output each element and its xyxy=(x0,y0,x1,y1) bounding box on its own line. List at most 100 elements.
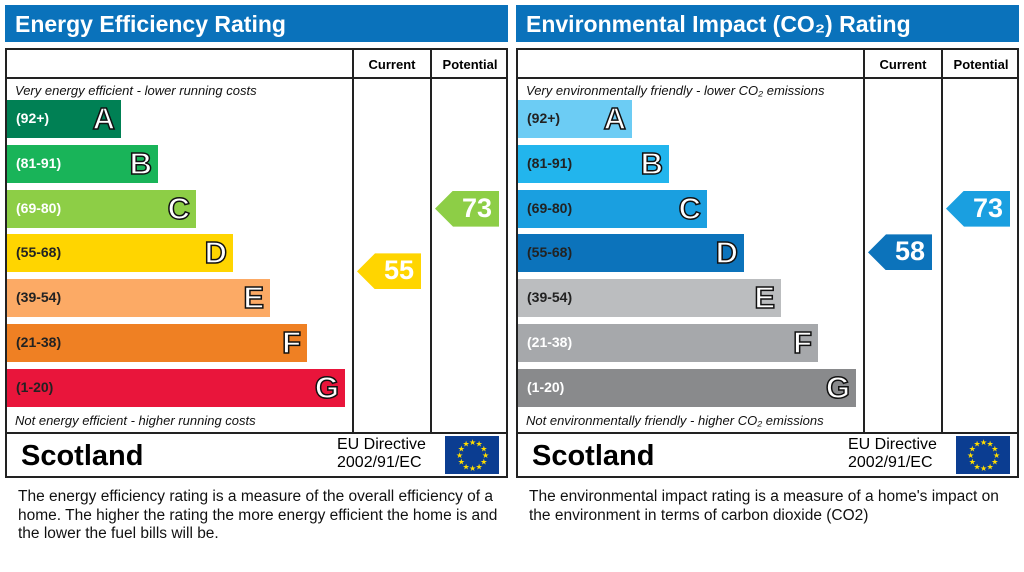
band-b: (81-91) B xyxy=(7,144,158,183)
svg-text:★: ★ xyxy=(476,462,483,471)
band-range: (21-38) xyxy=(527,334,573,350)
svg-text:★: ★ xyxy=(480,458,487,467)
band-e: (39-54) E xyxy=(518,279,781,318)
svg-text:★: ★ xyxy=(991,458,998,467)
header-divider xyxy=(518,77,1017,79)
chart-title: Energy Efficiency Rating xyxy=(5,5,508,42)
directive-line-2: 2002/91/EC xyxy=(848,454,933,471)
band-g: (1-20) G xyxy=(518,368,856,407)
top-note: Very environmentally friendly - lower CO… xyxy=(526,83,825,98)
svg-text:★: ★ xyxy=(482,451,489,460)
band-range: (92+) xyxy=(16,110,50,126)
rating-table: Current Potential Very environmentally fri… xyxy=(516,48,1019,478)
potential-header: Potential xyxy=(953,57,1009,72)
column-divider xyxy=(430,50,432,434)
band-f: (21-38) F xyxy=(7,324,307,362)
svg-text:★: ★ xyxy=(974,462,981,471)
column-divider xyxy=(863,50,865,434)
svg-text:★: ★ xyxy=(980,464,987,473)
band-range: (21-38) xyxy=(16,334,62,350)
band-g: (1-20) G xyxy=(7,368,345,407)
band-range: (39-54) xyxy=(527,289,573,306)
band-range: (81-91) xyxy=(527,154,573,171)
band-b: (81-91) B xyxy=(518,144,669,183)
band-range: (55-68) xyxy=(527,244,573,261)
band-range: (39-54) xyxy=(16,289,62,306)
svg-text:★: ★ xyxy=(967,451,974,460)
band-letter: B xyxy=(129,145,153,182)
band-letter: F xyxy=(281,324,301,361)
eu-flag-icon: ★ ★ ★ ★ ★ ★ ★ ★ ★ ★ ★ ★ xyxy=(956,436,1010,474)
band-letter: G xyxy=(314,369,340,406)
svg-text:★: ★ xyxy=(974,440,981,449)
band-c: (69-80) C xyxy=(518,189,707,228)
band-range: (1-20) xyxy=(16,378,54,395)
band-letter: C xyxy=(678,190,702,227)
band-letter: E xyxy=(243,279,265,316)
band-range: (81-91) xyxy=(16,154,62,171)
band-letter: A xyxy=(603,100,627,137)
footer-divider xyxy=(7,432,506,434)
band-c: (69-80) C xyxy=(7,189,196,228)
band-a: (92+) A xyxy=(7,100,121,138)
current-rating-arrow: 55 xyxy=(357,253,421,290)
directive-line-1: EU Directive xyxy=(337,436,426,453)
bottom-note: Not environmentally friendly - higher CO… xyxy=(526,413,824,428)
band-range: (69-80) xyxy=(527,199,573,216)
chart-title: Environmental Impact (CO₂) Rating xyxy=(516,5,1019,42)
svg-text:★: ★ xyxy=(969,445,976,454)
band-letter: C xyxy=(167,190,191,227)
directive-line-1: EU Directive xyxy=(848,436,937,453)
bottom-note: Not energy efficient - higher running co… xyxy=(15,413,256,428)
footer-divider xyxy=(518,432,1017,434)
svg-text:★: ★ xyxy=(458,458,465,467)
band-a: (92+) A xyxy=(518,100,632,138)
country-label: Scotland xyxy=(21,440,144,472)
band-range: (92+) xyxy=(527,110,561,126)
eu-directive: EU Directive 2002/91/EC xyxy=(848,436,937,472)
band-range: (1-20) xyxy=(527,378,565,395)
eu-directive: EU Directive 2002/91/EC xyxy=(337,436,426,472)
svg-text:★: ★ xyxy=(980,438,987,447)
svg-text:★: ★ xyxy=(456,451,463,460)
energy-efficiency-panel: Energy Efficiency Rating Current Potential… xyxy=(5,5,508,542)
svg-text:★: ★ xyxy=(969,458,976,467)
band-range: (69-80) xyxy=(16,199,62,216)
svg-text:★: ★ xyxy=(480,445,487,454)
directive-line-2: 2002/91/EC xyxy=(337,454,422,471)
rating-table: Current Potential Very energy efficient - … xyxy=(5,48,508,478)
svg-text:★: ★ xyxy=(987,462,994,471)
svg-text:★: ★ xyxy=(476,440,483,449)
band-letter: D xyxy=(204,235,228,272)
band-letter: D xyxy=(715,235,739,272)
svg-text:★: ★ xyxy=(463,440,470,449)
environmental-impact-panel: Environmental Impact (CO₂) Rating Current… xyxy=(511,0,1023,572)
top-note: Very energy efficient - lower running co… xyxy=(15,83,257,98)
potential-header: Potential xyxy=(442,57,498,72)
potential-rating-arrow: 73 xyxy=(946,190,1010,227)
band-e: (39-54) E xyxy=(7,279,270,318)
column-divider xyxy=(941,50,943,434)
band-d: (55-68) D xyxy=(518,234,744,273)
potential-rating-arrow: 73 xyxy=(435,190,499,227)
svg-text:★: ★ xyxy=(458,445,465,454)
current-rating-arrow: 58 xyxy=(868,234,932,271)
country-label: Scotland xyxy=(532,440,655,472)
svg-text:★: ★ xyxy=(991,445,998,454)
header-divider xyxy=(7,77,506,79)
description: The energy efficiency rating is a measur… xyxy=(18,488,498,542)
band-d: (55-68) D xyxy=(7,234,233,273)
band-letter: E xyxy=(754,279,776,316)
band-range: (55-68) xyxy=(16,244,62,261)
band-f: (21-38) F xyxy=(518,324,818,362)
current-header: Current xyxy=(368,57,416,72)
svg-text:★: ★ xyxy=(469,464,476,473)
band-letter: A xyxy=(92,100,116,137)
eu-flag-icon: ★ ★ ★ ★ ★ ★ ★ ★ ★ ★ ★ ★ xyxy=(445,436,499,474)
svg-text:★: ★ xyxy=(987,440,994,449)
svg-text:★: ★ xyxy=(993,451,1000,460)
svg-text:★: ★ xyxy=(469,438,476,447)
svg-text:★: ★ xyxy=(463,462,470,471)
description: The environmental impact rating is a mea… xyxy=(529,488,999,524)
band-letter: B xyxy=(640,145,664,182)
